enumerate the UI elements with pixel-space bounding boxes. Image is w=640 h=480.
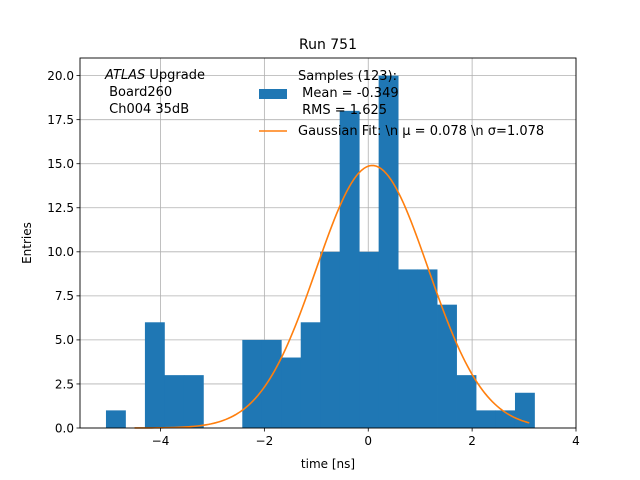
chart-title: Run 751 — [299, 37, 357, 53]
x-tick-label: 0 — [364, 434, 372, 448]
x-tick-label: −4 — [152, 434, 170, 448]
gaussian-fit-curve — [134, 164, 530, 429]
histogram-bar — [417, 269, 438, 428]
histogram-bar — [398, 269, 418, 428]
histogram-bar — [261, 339, 282, 428]
x-tick-label: 2 — [468, 434, 476, 448]
histogram-bar — [339, 110, 360, 428]
histogram-bar — [378, 75, 399, 428]
histogram-bar — [320, 251, 341, 428]
y-tick-label: 10.0 — [47, 245, 74, 259]
legend-histogram-swatch — [259, 89, 287, 99]
histogram-bar — [183, 375, 204, 428]
histogram-bars — [105, 75, 535, 428]
x-tick-label: 4 — [572, 434, 580, 448]
annotation-upgrade: Upgrade — [145, 68, 205, 83]
histogram-bar — [437, 304, 457, 428]
histogram-bar — [359, 251, 380, 428]
histogram-bar — [242, 339, 263, 428]
x-tick-label: −2 — [256, 434, 274, 448]
legend-histogram-line-2: Mean = -0.349 — [298, 86, 399, 101]
histogram-bar — [476, 410, 496, 428]
annotation-line-3: Ch004 35dB — [105, 102, 189, 117]
legend: Samples (123): Mean = -0.349 RMS = 1.625… — [259, 69, 544, 139]
y-tick-label: 17.5 — [47, 113, 74, 127]
y-tick-label: 7.5 — [55, 289, 74, 303]
histogram-bar — [105, 410, 126, 428]
annotation-line-2: Board260 — [105, 85, 172, 100]
legend-histogram-line-3: RMS = 1.625 — [298, 103, 387, 118]
y-tick-label: 5.0 — [55, 333, 74, 347]
annotation-line-1: ATLAS Upgrade — [104, 68, 205, 83]
histogram-bar — [456, 375, 477, 428]
y-tick-label: 0.0 — [55, 421, 74, 435]
histogram-bar — [281, 357, 302, 428]
x-axis-label: time [ns] — [301, 457, 355, 471]
axes-frame — [79, 57, 577, 429]
histogram-bar — [300, 322, 321, 428]
histogram-bar — [144, 322, 165, 428]
legend-fit-label: Gaussian Fit: \n μ = 0.078 \n σ=1.078 — [298, 124, 544, 139]
histogram-bar — [514, 392, 535, 428]
y-tick-label: 2.5 — [55, 377, 74, 391]
y-tick-label: 12.5 — [47, 201, 74, 215]
annotation-atlas: ATLAS — [104, 68, 145, 83]
y-tick-label: 20.0 — [47, 69, 74, 83]
y-tick-label: 15.0 — [47, 157, 74, 171]
axis-ticks: −4 −2 0 2 4 0.0 2.5 5.0 7.5 10.0 12.5 15.0 17.5 20.0 — [47, 69, 580, 448]
legend-histogram-line-1: Samples (123): — [298, 69, 397, 84]
histogram-bar — [164, 375, 185, 428]
atlas-annotation: ATLAS Upgrade Board260 Ch004 35dB — [104, 68, 205, 117]
y-axis-label: Entries — [20, 222, 34, 264]
